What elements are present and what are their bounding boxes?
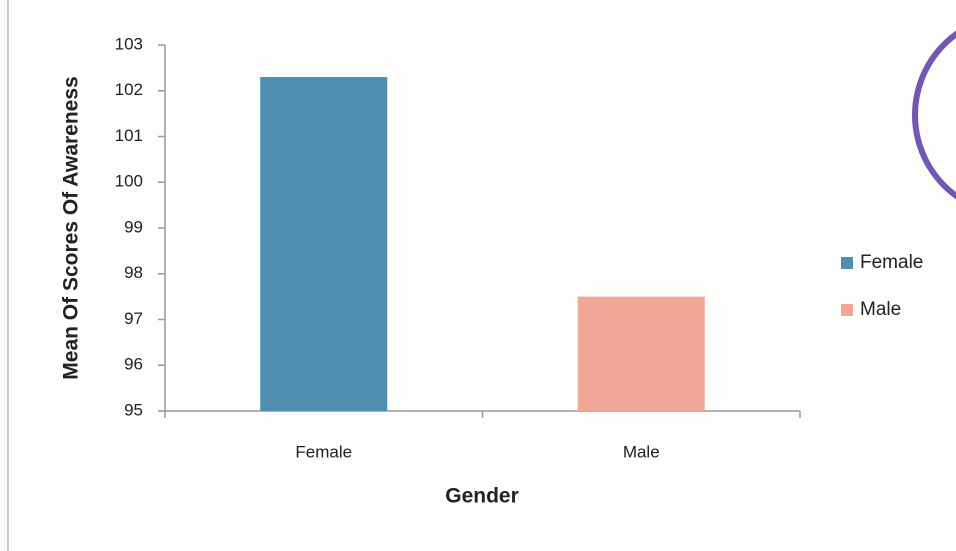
y-tick-label: 99 xyxy=(124,217,143,236)
x-tick-label: Female xyxy=(295,442,352,461)
legend-swatch xyxy=(841,257,853,269)
bar xyxy=(577,296,705,411)
y-tick-label: 95 xyxy=(124,400,143,419)
y-tick-label: 101 xyxy=(115,126,143,145)
x-axis-title: Gender xyxy=(445,485,519,508)
x-tick-label: Male xyxy=(623,442,660,461)
chart-frame xyxy=(7,0,956,551)
y-axis-title: Mean Of Scores Of Awareness xyxy=(60,76,83,379)
bar xyxy=(260,77,388,412)
y-tick-label: 102 xyxy=(115,80,143,99)
legend-label: Female xyxy=(860,252,923,273)
stamp xyxy=(912,30,956,200)
legend-label: Male xyxy=(860,299,901,320)
y-tick-label: 98 xyxy=(124,263,143,282)
y-tick-label: 97 xyxy=(124,309,143,328)
legend-swatch xyxy=(841,304,853,316)
y-tick-label: 100 xyxy=(115,172,143,191)
y-tick-label: 96 xyxy=(124,355,143,374)
y-tick-label: 103 xyxy=(115,34,143,53)
